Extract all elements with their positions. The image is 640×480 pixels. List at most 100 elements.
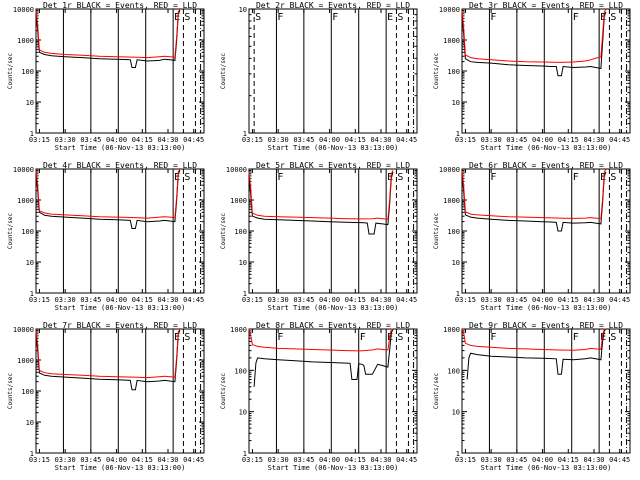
y-tick-label: 1	[243, 450, 247, 458]
x-tick-label: 03:15	[29, 296, 50, 304]
x-axis-label: Start Time (06-Nov-13 03:13:00)	[481, 304, 612, 312]
series-lld-line	[35, 168, 181, 219]
x-axis-label: Start Time (06-Nov-13 03:13:00)	[55, 464, 186, 472]
x-tick-label: 04:15	[132, 296, 153, 304]
x-tick-label: 03:45	[506, 136, 527, 144]
marker-label: E	[600, 12, 606, 23]
marker-label: S	[610, 332, 616, 343]
y-tick-label: 1	[456, 450, 460, 458]
x-tick-label: 04:30	[157, 136, 178, 144]
x-tick-label: 03:15	[29, 136, 50, 144]
plot-frame	[461, 328, 631, 454]
chart-panel-2: Det 2r BLACK = Events, RED = LLD 03:15 03:…	[220, 1, 418, 152]
marker-label: F	[490, 172, 496, 183]
x-axis-label: Start Time (06-Nov-13 03:13:00)	[55, 144, 186, 152]
chart-panel-6: Det 6r BLACK = Events, RED = LLD 03:15 03:…	[433, 161, 631, 312]
y-tick-label: 1000	[17, 197, 34, 205]
marker-label: F	[277, 172, 283, 183]
x-tick-label: 04:45	[609, 296, 630, 304]
chart-panel-1: Det 1r BLACK = Events, RED = LLD 03:15 03:…	[7, 1, 205, 152]
series-events-line	[461, 171, 607, 232]
marker-label: E	[387, 12, 393, 23]
y-axis-label: Counts/sec	[7, 53, 14, 90]
y-tick-label: 1000	[443, 197, 460, 205]
y-tick-label: 10	[452, 409, 460, 417]
x-tick-label: 04:30	[370, 136, 391, 144]
x-tick-label: 03:15	[29, 456, 50, 464]
series-events-line	[253, 328, 394, 387]
series-lld-line	[461, 328, 606, 351]
series-lld-line	[248, 170, 394, 220]
chart-panel-5: Det 5r BLACK = Events, RED = LLD 03:15 03:…	[220, 161, 418, 312]
x-tick-label: 03:30	[481, 296, 502, 304]
x-tick-label: 03:45	[80, 136, 101, 144]
chart-panel-4: Det 4r BLACK = Events, RED = LLD 03:15 03:…	[7, 161, 205, 312]
y-axis-label: Counts/sec	[433, 53, 440, 90]
y-axis-label: Counts/sec	[7, 373, 14, 410]
chart-title: Det 2r BLACK = Events, RED = LLD	[256, 1, 410, 10]
y-tick-label: 100	[21, 228, 34, 236]
marker-label: F	[332, 12, 338, 23]
series-lld-line	[35, 8, 181, 59]
series-lld-line	[461, 8, 607, 63]
chart-title: Det 5r BLACK = Events, RED = LLD	[256, 161, 410, 170]
y-tick-label: 1	[456, 130, 460, 138]
y-tick-label: 10	[239, 6, 247, 14]
x-tick-label: 04:45	[609, 136, 630, 144]
y-tick-label: 10000	[13, 6, 34, 14]
y-axis-label: Counts/sec	[220, 373, 227, 410]
plot-frame	[248, 168, 418, 294]
x-tick-label: 04:30	[370, 296, 391, 304]
x-tick-label: 03:45	[293, 296, 314, 304]
y-axis-label: Counts/sec	[220, 53, 227, 90]
marker-label: E	[174, 12, 180, 23]
y-tick-label: 10	[239, 409, 247, 417]
x-tick-label: 04:30	[583, 136, 604, 144]
x-tick-label: 04:30	[157, 456, 178, 464]
series-lld-line	[461, 168, 607, 220]
x-tick-label: 04:15	[345, 136, 366, 144]
series-events-line	[35, 170, 181, 229]
x-tick-label: 03:30	[268, 296, 289, 304]
y-tick-label: 100	[447, 228, 460, 236]
x-axis-label: Start Time (06-Nov-13 03:13:00)	[268, 144, 399, 152]
x-tick-label: 03:30	[268, 136, 289, 144]
y-tick-label: 1000	[443, 37, 460, 45]
x-tick-label: 04:00	[319, 296, 340, 304]
y-tick-label: 1	[243, 290, 247, 298]
marker-label: S	[397, 12, 403, 23]
x-tick-label: 04:00	[106, 456, 127, 464]
series-events-line	[461, 11, 607, 77]
plot-frame	[35, 328, 205, 454]
x-tick-label: 03:15	[242, 136, 263, 144]
plot-frame	[248, 8, 418, 134]
y-tick-label: 1	[30, 450, 34, 458]
y-axis-label: Counts/sec	[433, 213, 440, 250]
marker-label: S	[184, 12, 190, 23]
x-tick-label: 03:15	[455, 136, 476, 144]
x-tick-label: 03:45	[506, 296, 527, 304]
y-tick-label: 1	[243, 130, 247, 138]
x-tick-label: 04:45	[396, 456, 417, 464]
x-tick-label: 04:45	[183, 296, 204, 304]
y-tick-label: 10	[452, 259, 460, 267]
x-tick-label: 04:30	[370, 456, 391, 464]
x-tick-label: 04:15	[132, 136, 153, 144]
y-tick-label: 1000	[17, 357, 34, 365]
series-events-line	[248, 171, 394, 235]
marker-label: F	[490, 12, 496, 23]
plot-frame	[461, 8, 631, 134]
y-tick-label: 100	[447, 367, 460, 375]
x-tick-label: 03:30	[268, 456, 289, 464]
marker-label: F	[277, 332, 283, 343]
marker-label: F	[573, 332, 579, 343]
x-tick-label: 03:30	[55, 136, 76, 144]
x-tick-label: 03:30	[55, 296, 76, 304]
marker-label: S	[610, 12, 616, 23]
series-events-line	[466, 328, 607, 380]
x-tick-label: 04:15	[558, 136, 579, 144]
x-tick-label: 04:00	[319, 456, 340, 464]
y-tick-label: 10000	[439, 166, 460, 174]
series-events-line	[35, 10, 181, 68]
x-tick-label: 04:15	[345, 456, 366, 464]
